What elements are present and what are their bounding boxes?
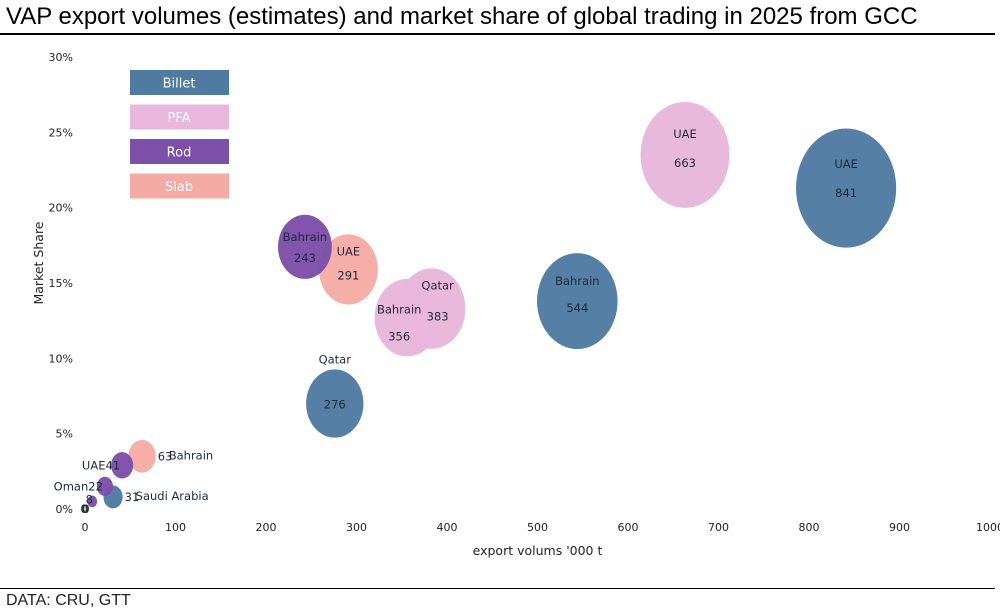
- x-tick-label: 200: [256, 521, 277, 534]
- bubble-value-label: 383: [427, 310, 449, 324]
- y-tick-label: 30%: [49, 51, 73, 64]
- legend: Billet PFA Rod Slab: [130, 70, 229, 199]
- bubble-value-label: 276: [324, 398, 346, 412]
- bubble-country-label: UAE: [834, 157, 858, 171]
- bubble-value-label: 31: [125, 490, 140, 504]
- bubble-value-label: 243: [294, 251, 316, 265]
- legend-label-pfa: PFA: [167, 111, 190, 126]
- x-tick-label: 100: [165, 521, 186, 534]
- bubble-rod-oman: [96, 476, 114, 497]
- bubble-billet-bahrain: [537, 253, 618, 350]
- y-tick-label: 15%: [49, 277, 73, 290]
- x-axis-title: export volums '000 t: [473, 543, 603, 558]
- source-note: DATA: CRU, GTT: [6, 592, 131, 609]
- legend-swatch-slab: [130, 173, 229, 199]
- bubble-billet-uae: [796, 128, 897, 248]
- bubble-pfa-bahrain: [374, 278, 440, 357]
- legend-swatch-pfa: [130, 104, 229, 130]
- legend-label-slab: Slab: [165, 180, 193, 195]
- bubble-value-label: 841: [835, 186, 857, 200]
- bubble-value-label: 8: [86, 492, 93, 506]
- bubble-pfa-uae: [640, 102, 730, 208]
- bubble-country-label: Saudi Arabia: [136, 489, 209, 503]
- bubble-value-label: 0: [82, 502, 89, 516]
- x-tick-label: 900: [889, 521, 910, 534]
- x-tick-label: 600: [618, 521, 639, 534]
- y-tick-label: 5%: [56, 428, 73, 441]
- bubble-value-label: 663: [674, 156, 696, 170]
- bubble-rod-bahrain: [277, 214, 332, 279]
- bubble-value-label: 356: [388, 330, 410, 344]
- bubble-chart: Billet PFA Rod Slab 0 100 200 300 400 500 600 700 8…: [31, 51, 1000, 558]
- y-tick-label: 10%: [49, 352, 73, 365]
- x-tick-label: 700: [708, 521, 729, 534]
- bubble-value-label: 544: [566, 301, 588, 315]
- bubble-country-label: UAE: [673, 127, 697, 141]
- bubble-slab-bahrain: [128, 439, 156, 473]
- bubble-country-label: UAE: [337, 244, 361, 258]
- y-tick-label: 0%: [56, 503, 73, 516]
- footer-divider: [0, 588, 995, 589]
- bubble-value-label: 0: [80, 502, 87, 516]
- bubble-slab-uae: [318, 234, 378, 305]
- bubbles: [87, 102, 897, 509]
- bubble-country-label: Bahrain: [555, 274, 599, 288]
- bubble-country-label: Bahrain: [283, 230, 327, 244]
- x-tick-label: 500: [527, 521, 548, 534]
- legend-swatch-billet: [130, 70, 229, 95]
- legend-swatch-rod: [130, 139, 229, 164]
- y-tick-label: 20%: [49, 202, 73, 215]
- x-tick-label: 0: [82, 521, 89, 534]
- x-tick-label: 800: [799, 521, 820, 534]
- bubble-rod: [87, 495, 98, 508]
- bubble-country-label: UAE41: [82, 458, 120, 472]
- x-tick-label: 300: [346, 521, 367, 534]
- legend-label-billet: Billet: [163, 77, 196, 92]
- bubble-value-label: 63: [158, 449, 173, 463]
- legend-label-rod: Rod: [167, 146, 192, 161]
- bubble-value-label: 291: [337, 268, 359, 282]
- bubble-rod-uae: [111, 452, 134, 479]
- bubble-country-label: Qatar: [421, 279, 454, 293]
- bubble-billet-qatar: [306, 369, 364, 438]
- title-divider: [0, 33, 995, 35]
- bubble-value-label: 0: [81, 502, 88, 516]
- bubble-country-label: Qatar: [319, 352, 352, 366]
- x-tick-label: 400: [437, 521, 458, 534]
- y-axis-title: Market Share: [31, 221, 46, 304]
- y-tick-label: 25%: [49, 126, 73, 139]
- bubble-country-label: Bahrain: [377, 303, 421, 317]
- chart-title: VAP export volumes (estimates) and marke…: [6, 3, 918, 30]
- bubble-country-label: Oman22: [54, 479, 103, 493]
- bubble-country-label: Bahrain: [169, 448, 213, 462]
